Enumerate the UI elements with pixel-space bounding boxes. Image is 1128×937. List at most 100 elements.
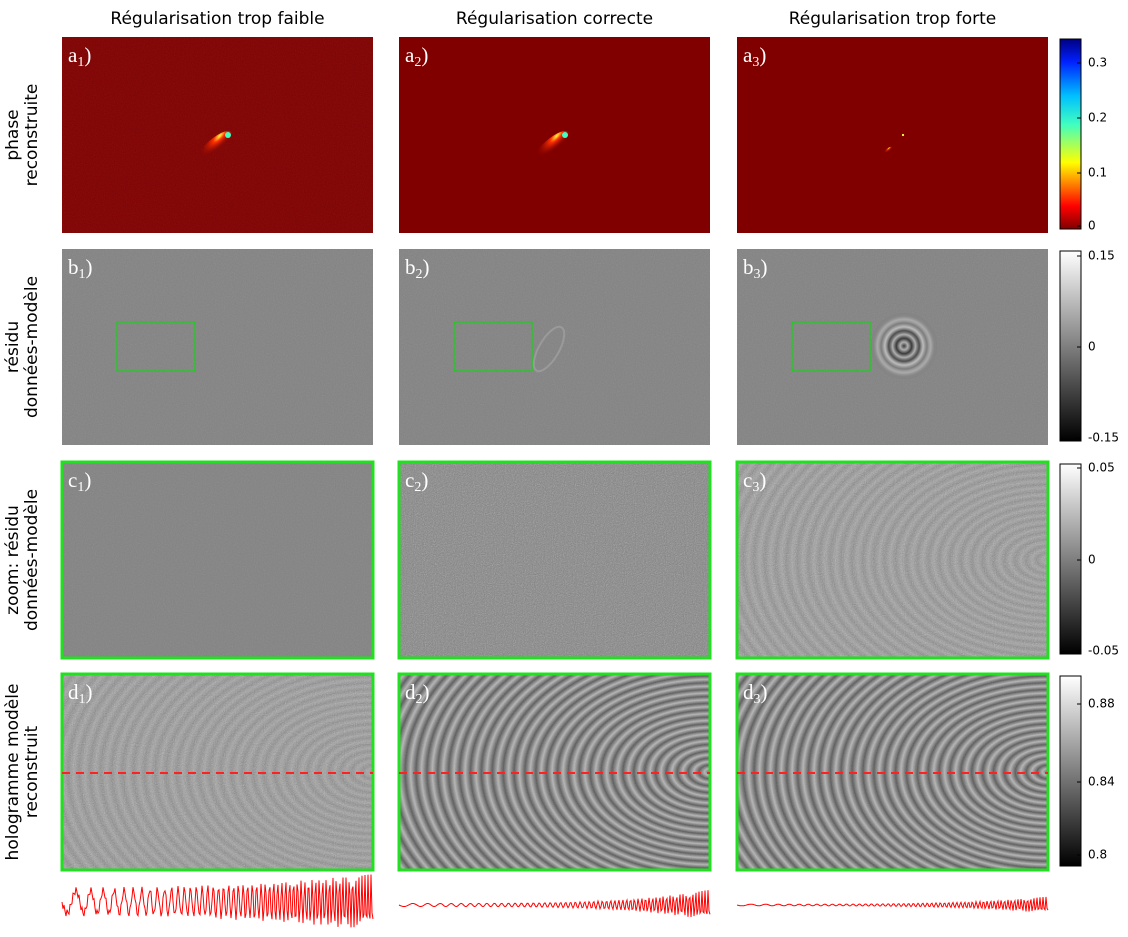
- colorbar-tick-label: 0.05: [1088, 461, 1115, 475]
- panel: b2): [399, 249, 710, 445]
- noise: [62, 462, 373, 658]
- panel-label: d1): [68, 680, 93, 707]
- object-core: [562, 132, 568, 138]
- zoom-box: [453, 321, 533, 372]
- panel-letter: d: [743, 680, 754, 704]
- object: [881, 146, 893, 158]
- panel-label: c2): [405, 468, 428, 495]
- noise: [399, 462, 710, 658]
- panel-close: ): [84, 468, 91, 492]
- colorbar-tick-label: 0.88: [1088, 697, 1115, 711]
- panel: c2): [397, 460, 712, 660]
- panel-label: d2): [405, 680, 430, 707]
- panel-index: 3: [752, 480, 759, 495]
- panel-label: b1): [68, 255, 93, 282]
- row-label-line: reconstruite: [22, 84, 42, 187]
- artifact: [532, 325, 566, 373]
- frame: [735, 460, 1050, 660]
- row-label: phase reconstruite: [3, 84, 42, 187]
- panel: a1): [62, 37, 373, 233]
- row-label-line: données-modèle: [22, 276, 42, 418]
- panel: d2): [397, 672, 712, 872]
- frame: [397, 460, 712, 660]
- panel-index: 3: [754, 267, 761, 282]
- panel-label: b3): [743, 255, 768, 282]
- column-title: Régularisation trop forte: [789, 9, 997, 29]
- panel-close: ): [759, 43, 766, 67]
- row-label: résidu données-modèle: [3, 276, 42, 418]
- panel-index: 1: [77, 480, 84, 495]
- row-label-line: données-modèle: [22, 489, 42, 631]
- panel-index: 3: [754, 692, 761, 707]
- panel-letter: a: [68, 43, 78, 67]
- panel-index: 1: [77, 55, 84, 70]
- colorbar-tick-label: -0.05: [1088, 644, 1119, 658]
- panel-index: 2: [414, 55, 421, 70]
- row-label-line: phase: [3, 109, 23, 160]
- zoom-box: [116, 321, 196, 372]
- object-core: [901, 133, 905, 137]
- panel: b1): [62, 249, 373, 445]
- colorbar: [1059, 38, 1082, 230]
- panel-close: ): [423, 255, 430, 279]
- noise: [62, 249, 373, 445]
- panel-close: ): [86, 255, 93, 279]
- colorbar-tick-label: 0.2: [1088, 111, 1107, 125]
- colorbar-tick-label: 0: [1088, 340, 1096, 354]
- panel-label: c3): [743, 468, 766, 495]
- panel-close: ): [84, 43, 91, 67]
- panel-letter: c: [743, 468, 752, 492]
- colorbar-tick-label: 0.15: [1088, 249, 1115, 263]
- panel-close: ): [761, 255, 768, 279]
- colorbar-tick-label: 0.3: [1088, 56, 1107, 70]
- row-label-line: hologramme modèle: [3, 684, 23, 861]
- zoom-box: [791, 321, 871, 372]
- profile-signal: [61, 874, 374, 928]
- panel-letter: c: [68, 468, 77, 492]
- panel-letter: d: [405, 680, 416, 704]
- row-label-line: zoom: résidu: [3, 505, 23, 615]
- panel-index: 1: [79, 267, 86, 282]
- panel-index: 3: [752, 55, 759, 70]
- profile-signal: [398, 890, 711, 918]
- panel: c3): [735, 460, 1050, 660]
- column-title: Régularisation correcte: [456, 9, 653, 29]
- panel-close: ): [421, 43, 428, 67]
- object: [190, 130, 234, 174]
- panel-close: ): [86, 680, 93, 704]
- panel-label: b2): [405, 255, 430, 282]
- panel-index: 2: [416, 692, 423, 707]
- colorbar-tick-label: 0: [1088, 219, 1096, 233]
- panel-index: 1: [79, 692, 86, 707]
- frame: [60, 460, 375, 660]
- panel-letter: b: [68, 255, 79, 279]
- panel-label: a1): [68, 43, 91, 70]
- panel: b3): [737, 249, 1048, 445]
- panel-label: a3): [743, 43, 766, 70]
- panel-letter: b: [405, 255, 416, 279]
- panel-letter: a: [743, 43, 753, 67]
- colorbar-tick-label: 0.8: [1088, 848, 1107, 862]
- panel: d1): [60, 672, 375, 872]
- object: [527, 130, 571, 174]
- noise: [737, 462, 1048, 658]
- column-title: Régularisation trop faible: [110, 9, 324, 29]
- colorbar: [1059, 250, 1082, 442]
- colorbar-tick-label: 0.1: [1088, 166, 1107, 180]
- row-label-line: résidu: [3, 321, 23, 373]
- panel-letter: b: [743, 255, 754, 279]
- row-label-line: reconstruit: [22, 726, 42, 819]
- panel: a3): [737, 37, 1048, 233]
- panel-close: ): [761, 680, 768, 704]
- colorbar: [1059, 463, 1082, 655]
- rings-fade: [871, 313, 937, 379]
- panel-letter: d: [68, 680, 79, 704]
- colorbar-tick-label: 0: [1088, 553, 1096, 567]
- row-label: zoom: résidu données-modèle: [3, 489, 42, 631]
- colorbar-tick-label: -0.15: [1088, 431, 1119, 445]
- panel-letter: a: [405, 43, 415, 67]
- row-label: hologramme modèle reconstruit: [3, 684, 42, 861]
- panel-close: ): [759, 468, 766, 492]
- colorbar-tick-label: 0.84: [1088, 775, 1115, 789]
